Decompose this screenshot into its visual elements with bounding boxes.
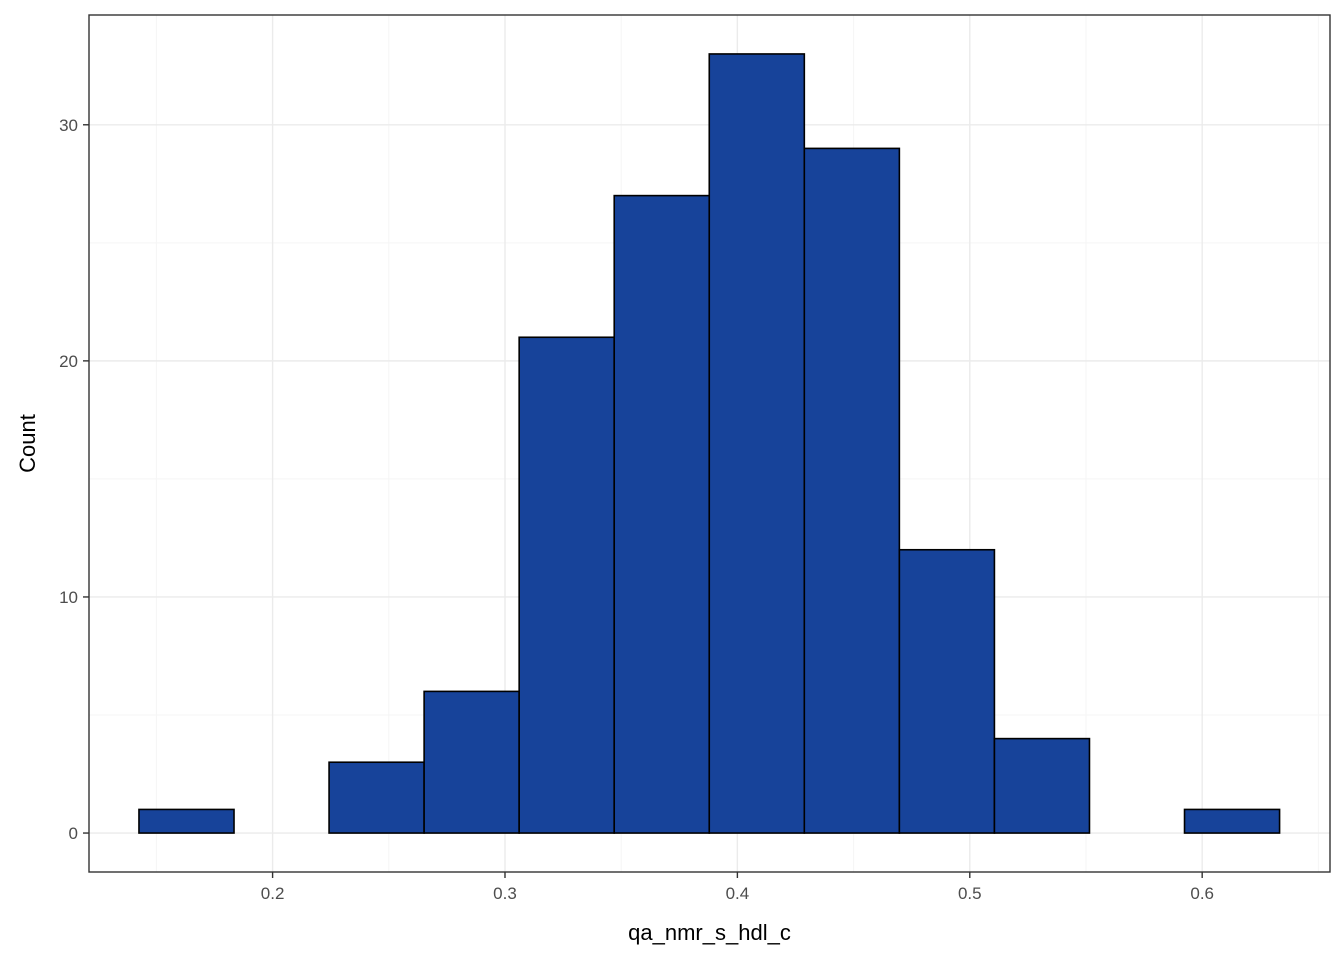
histogram-bar (138, 808, 235, 834)
histogram-bar (423, 690, 520, 834)
histogram-bar (898, 548, 996, 834)
y-tick-label: 20 (59, 352, 78, 371)
x-axis-title: qa_nmr_s_hdl_c (628, 920, 791, 945)
x-tick-label: 0.5 (958, 884, 982, 903)
histogram-bar (803, 147, 901, 834)
histogram-bar (708, 53, 806, 834)
y-tick-label: 30 (59, 116, 78, 135)
histogram-bar (1183, 808, 1281, 834)
x-axis: 0.2 0.3 0.4 0.5 0.6 (261, 872, 1214, 903)
panel-border (88, 14, 1331, 873)
x-tick-label: 0.4 (726, 884, 750, 903)
histogram-bars (138, 53, 1281, 834)
y-axis: 0 10 20 30 (59, 116, 89, 843)
histogram-bar (518, 336, 616, 834)
x-tick-label: 0.6 (1190, 884, 1214, 903)
x-tick-label: 0.3 (493, 884, 517, 903)
histogram-bar (328, 761, 425, 834)
histogram-bar (993, 737, 1091, 834)
y-axis-title: Count (15, 414, 40, 473)
y-tick-label: 10 (59, 588, 78, 607)
histogram-bar (613, 194, 711, 834)
y-tick-label: 0 (69, 824, 78, 843)
x-tick-label: 0.2 (261, 884, 285, 903)
